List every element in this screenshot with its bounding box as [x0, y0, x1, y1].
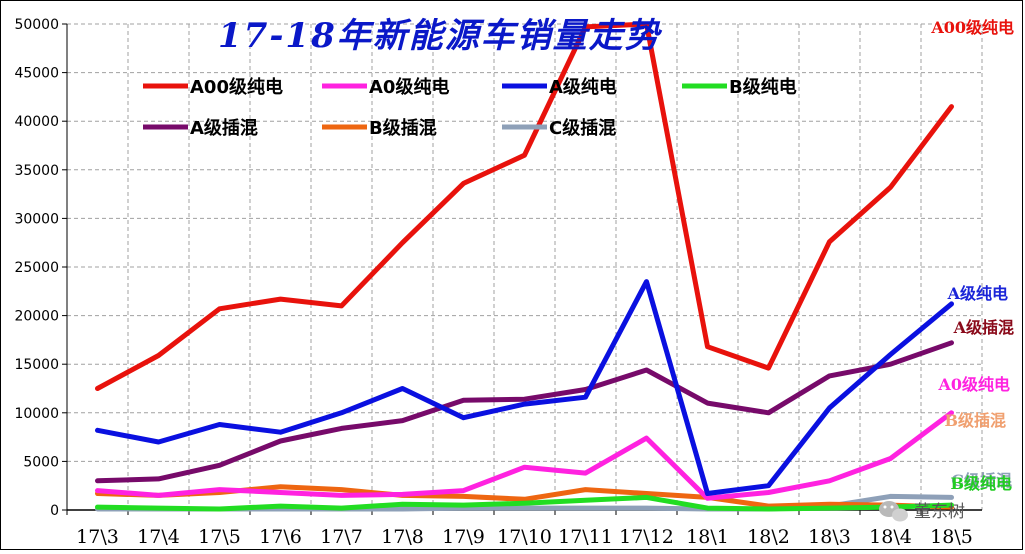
end-label: A0级纯电 [937, 375, 1010, 394]
x-tick-label: 17\4 [137, 526, 180, 548]
y-tick-label: 0 [50, 503, 59, 519]
series-line [95, 410, 954, 501]
series-line [95, 279, 954, 496]
y-tick-label: 40000 [14, 114, 59, 130]
y-tick-label: 30000 [14, 211, 59, 227]
end-label: B级插混 [944, 411, 1006, 430]
watermark-text: 董东树 [914, 502, 965, 522]
x-tick-label: 18\3 [808, 526, 851, 548]
legend-item: B级纯电 [682, 76, 797, 98]
x-tick-label: 17\11 [558, 526, 613, 548]
y-tick-label: 35000 [14, 163, 59, 179]
legend-label: A级纯电 [549, 76, 617, 98]
legend-item: A00级纯电 [143, 76, 283, 98]
end-label: A级纯电 [947, 284, 1008, 303]
x-tick-label: 17\5 [198, 526, 241, 548]
y-tick-label: 20000 [14, 309, 59, 325]
end-label: A级插混 [953, 318, 1014, 337]
legend-item: B级插混 [322, 117, 437, 139]
series-lines [95, 21, 954, 512]
legend: A00级纯电 A0级纯电 A级纯电 B级纯电 A级插混 B级插混 C级插混 [143, 76, 797, 139]
x-tick-label: 17\10 [497, 526, 552, 548]
x-tick-label: 17\8 [381, 526, 424, 548]
legend-item: A0级纯电 [322, 76, 449, 98]
end-label: A00级纯电 [930, 18, 1014, 37]
x-tick-label: 18\2 [747, 526, 790, 548]
legend-item: A级插混 [143, 117, 258, 139]
end-label: B级纯电 [950, 474, 1012, 493]
x-tick-label: 18\1 [686, 526, 729, 548]
wechat-icon [879, 501, 908, 522]
x-tick-label: 17\12 [619, 526, 674, 548]
x-tick-label: 18\5 [930, 526, 973, 548]
watermark: 董东树 [879, 501, 965, 522]
y-tick-label: 25000 [14, 260, 59, 276]
x-tick-label: 18\4 [869, 526, 912, 548]
series-line [95, 21, 954, 391]
y-tick-label: 45000 [14, 66, 59, 82]
legend-label: A00级纯电 [190, 76, 283, 98]
x-tick-label: 17\9 [442, 526, 485, 548]
series-line [95, 494, 954, 512]
legend-item: C级插混 [502, 117, 616, 139]
chart-title: 17-18年新能源车销量走势 [218, 16, 663, 56]
x-tick-label: 17\6 [259, 526, 302, 548]
end-label: C级插混 [951, 471, 1012, 490]
y-tick-label: 15000 [14, 357, 59, 373]
legend-label: A0级纯电 [369, 76, 449, 98]
y-tick-label: 5000 [23, 454, 59, 470]
y-tick-label: 50000 [14, 17, 59, 33]
legend-label: B级纯电 [729, 76, 797, 98]
legend-label: A级插混 [190, 117, 258, 139]
legend-label: C级插混 [549, 117, 616, 139]
legend-item: A级纯电 [502, 76, 617, 98]
y-tick-label: 10000 [14, 406, 59, 422]
y-axis: 0 5000 10000 15000 20000 25000 30000 35000 40000… [14, 17, 68, 519]
legend-label: B级插混 [369, 117, 437, 139]
x-tick-label: 17\7 [320, 526, 363, 548]
series-line [95, 340, 954, 484]
x-tick-label: 17\3 [76, 526, 119, 548]
